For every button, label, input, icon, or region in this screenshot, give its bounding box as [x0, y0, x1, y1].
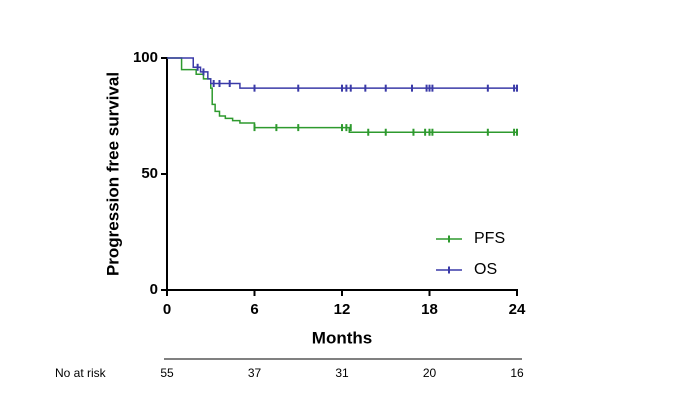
- x-tick-label: 24: [509, 301, 526, 318]
- legend-label: OS: [474, 261, 497, 278]
- legend-label: PFS: [474, 230, 505, 247]
- risk-value: 31: [335, 366, 349, 380]
- y-tick-label: 0: [150, 281, 158, 298]
- y-axis-label: Progression free survival: [103, 72, 122, 276]
- x-tick-label: 6: [250, 301, 258, 318]
- survival-curve: [167, 57, 517, 89]
- y-tick-label: 100: [133, 49, 158, 66]
- x-tick-label: 12: [334, 301, 351, 318]
- x-tick-label: 0: [163, 301, 171, 318]
- x-axis-label: Months: [312, 328, 372, 347]
- risk-value: 37: [248, 366, 262, 380]
- risk-value: 55: [160, 366, 174, 380]
- x-tick-label: 18: [421, 301, 438, 318]
- survival-curve: [167, 57, 517, 133]
- risk-label: No at risk: [55, 366, 107, 380]
- risk-value: 20: [423, 366, 437, 380]
- risk-value: 16: [510, 366, 524, 380]
- y-tick-label: 50: [141, 165, 158, 182]
